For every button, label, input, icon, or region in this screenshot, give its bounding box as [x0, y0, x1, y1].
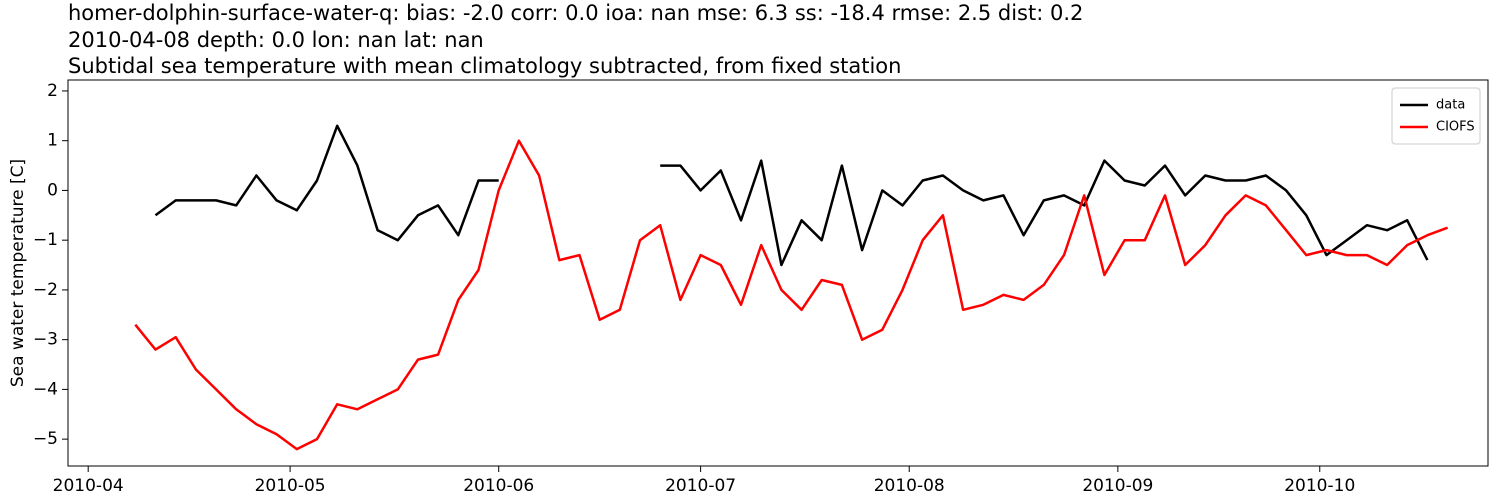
- y-tick-label: 1: [47, 131, 58, 151]
- series-line: [154, 124, 1429, 267]
- y-tick-label: −3: [33, 330, 58, 350]
- y-axis-label: Sea water temperature [C]: [8, 159, 28, 387]
- x-tick-label: 2010-06: [463, 476, 534, 496]
- chart-title: homer-dolphin-surface-water-q: bias: -2.…: [68, 1, 1083, 25]
- legend-label: CIOFS: [1436, 120, 1475, 135]
- x-tick-label: 2010-09: [1082, 476, 1153, 496]
- x-tick-label: 2010-04: [53, 476, 124, 496]
- x-tick-label: 2010-07: [665, 476, 736, 496]
- x-tick-label: 2010-05: [255, 476, 326, 496]
- plot-frame: [67, 79, 1489, 467]
- x-tick-label: 2010-10: [1284, 476, 1355, 496]
- x-tick-label: 2010-08: [874, 476, 945, 496]
- legend-box: [1391, 87, 1481, 145]
- series-line: [134, 139, 1449, 451]
- y-tick-label: −5: [33, 429, 58, 449]
- y-tick-label: 2: [47, 81, 58, 101]
- y-tick-label: −4: [33, 379, 58, 399]
- y-tick-label: −2: [33, 280, 58, 300]
- legend-label: data: [1436, 98, 1465, 113]
- y-tick-label: 0: [47, 180, 58, 200]
- chart-description: Subtidal sea temperature with mean clima…: [68, 54, 901, 78]
- y-tick-label: −1: [33, 230, 58, 250]
- chart-subtitle: 2010-04-08 depth: 0.0 lon: nan lat: nan: [68, 28, 484, 52]
